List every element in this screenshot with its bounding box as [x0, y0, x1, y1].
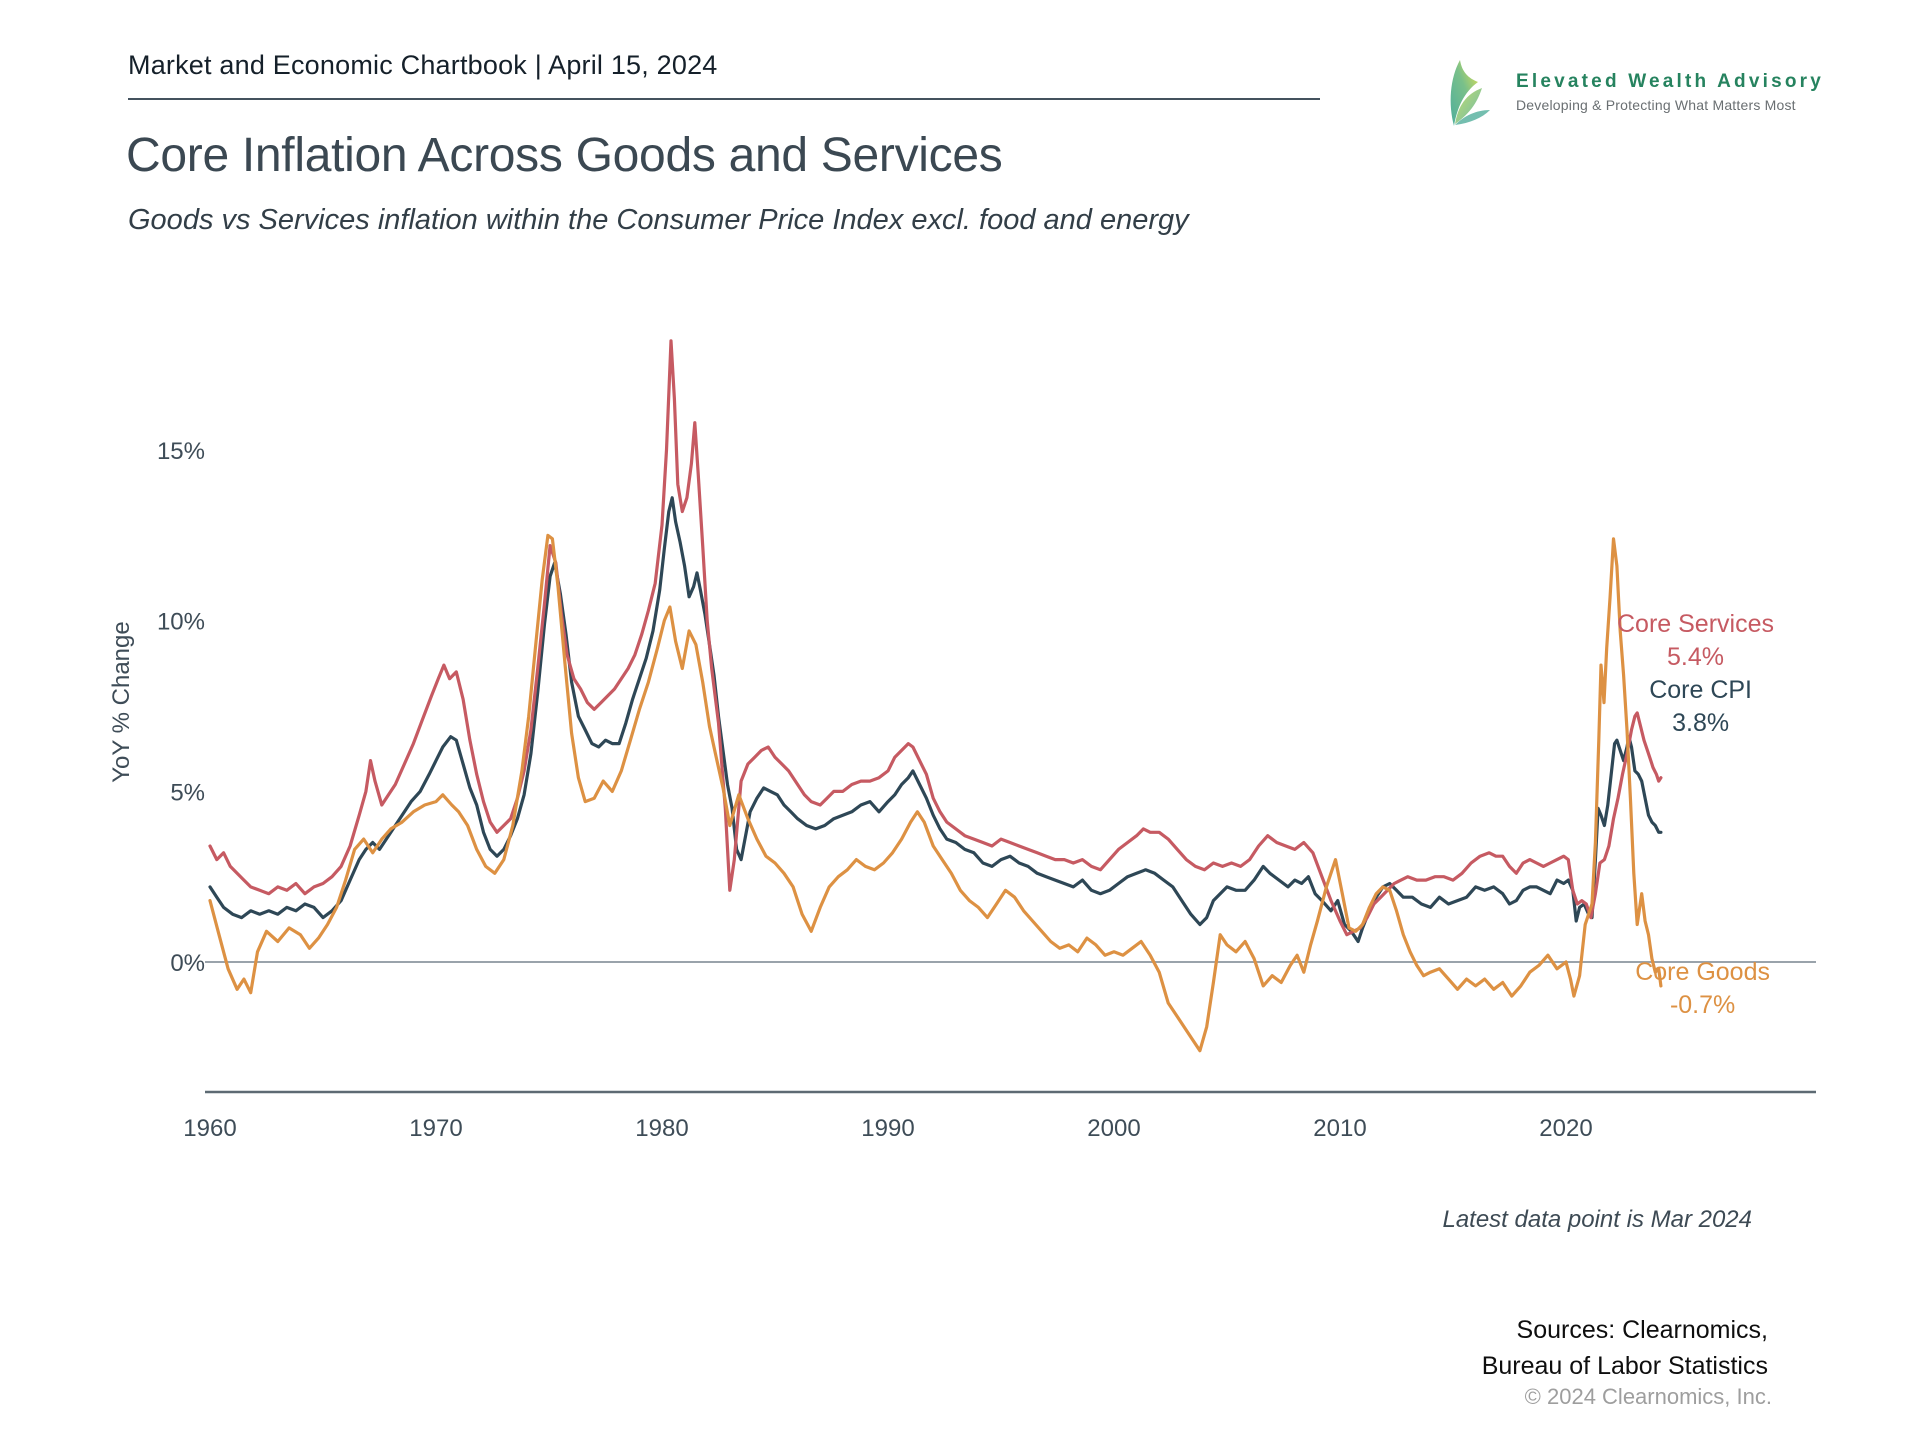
series-value-core-cpi: 3.8% [1672, 709, 1730, 737]
chartbook-header: Market and Economic Chartbook | April 15… [128, 50, 718, 80]
y-tick-label-15: 15% [157, 438, 205, 465]
series-name-core-services: Core Services [1617, 610, 1774, 638]
x-tick-label-1990: 1990 [861, 1115, 914, 1142]
copyright-note: © 2024 Clearnomics, Inc. [1524, 1384, 1772, 1409]
page-title: Core Inflation Across Goods and Services [126, 129, 1003, 182]
sources-line-1: Sources: Clearnomics, [1516, 1316, 1768, 1344]
leaf-logo-icon [1450, 60, 1490, 126]
x-tick-label-1960: 1960 [183, 1115, 236, 1142]
y-tick-label-5: 5% [170, 779, 205, 806]
series-name-core-goods: Core Goods [1635, 958, 1770, 986]
x-tick-label-2010: 2010 [1313, 1115, 1366, 1142]
series-name-core-cpi: Core CPI [1649, 676, 1752, 704]
page-subtitle: Goods vs Services inflation within the C… [128, 204, 1189, 236]
x-tick-label-2000: 2000 [1087, 1115, 1140, 1142]
series-label-core-goods: Core Goods -0.7% [1635, 956, 1770, 1022]
series-line-core-services [208, 339, 1663, 937]
series-line-core-goods [208, 533, 1663, 1053]
header-divider [128, 98, 1320, 100]
brand-name: Elevated Wealth Advisory [1516, 71, 1825, 92]
brand-tagline: Developing & Protecting What Matters Mos… [1516, 97, 1796, 113]
series-label-core-services: Core Services 5.4% [1617, 608, 1774, 674]
series-label-core-cpi: Core CPI 3.8% [1649, 674, 1752, 740]
brand-logo: Elevated Wealth Advisory Developing & Pr… [1444, 56, 1821, 128]
series-value-core-services: 5.4% [1667, 643, 1724, 671]
x-tick-label-1980: 1980 [635, 1115, 688, 1142]
series-value-core-goods: -0.7% [1669, 991, 1736, 1019]
x-tick-label-1970: 1970 [409, 1115, 462, 1142]
x-tick-label-2020: 2020 [1539, 1115, 1592, 1142]
brand-text: Elevated Wealth Advisory Developing & Pr… [1516, 71, 1824, 113]
latest-data-note: Latest data point is Mar 2024 [1442, 1206, 1752, 1233]
y-tick-label-0: 0% [170, 950, 205, 977]
sources-line-2: Bureau of Labor Statistics [1481, 1352, 1768, 1380]
series-line-core-cpi [208, 496, 1663, 944]
y-tick-label-10: 10% [157, 609, 205, 636]
sources-note: Sources: Clearnomics, Bureau of Labor St… [1482, 1312, 1768, 1384]
